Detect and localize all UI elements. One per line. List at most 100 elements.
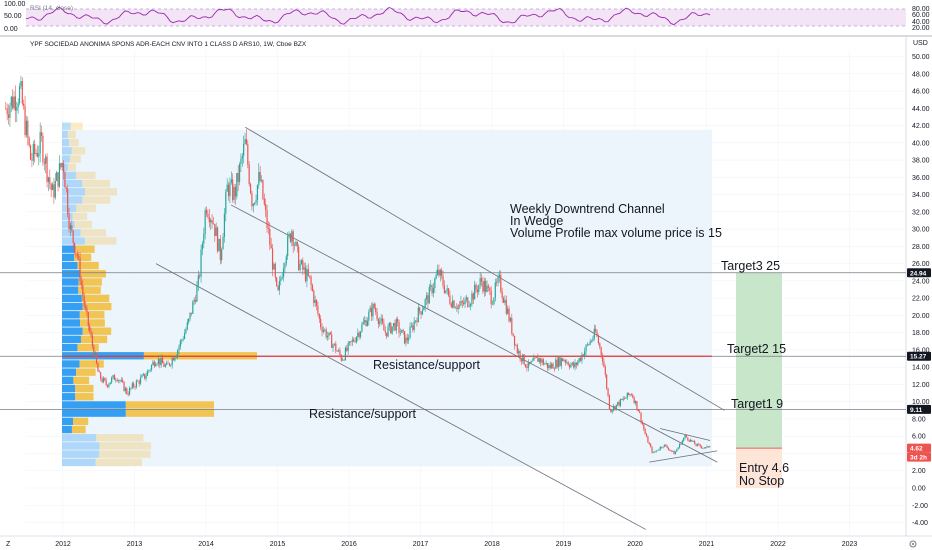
candle-body xyxy=(282,268,285,277)
profile-bar-up xyxy=(62,220,75,229)
profile-bar-down xyxy=(99,442,152,450)
candle-body xyxy=(256,185,259,200)
candle-body xyxy=(640,412,642,422)
candle-body xyxy=(178,346,180,351)
candle-body xyxy=(299,263,301,271)
price-tick-label: 48.00 xyxy=(912,71,930,78)
candle-body xyxy=(35,152,37,154)
candle-body xyxy=(405,337,407,344)
candle-body xyxy=(524,364,527,368)
candle-body xyxy=(568,365,571,368)
candle-body xyxy=(6,108,8,115)
candle-body xyxy=(346,347,348,351)
candle-body xyxy=(142,373,144,376)
candle-body xyxy=(551,363,553,368)
candle-body xyxy=(614,406,616,410)
candle-body xyxy=(126,388,128,394)
candle-body xyxy=(582,354,584,357)
corner-label[interactable]: Z xyxy=(6,541,11,548)
candle-body xyxy=(556,359,558,368)
candle-body xyxy=(54,180,56,198)
candle-body xyxy=(131,383,133,389)
price-tick-label: 14.00 xyxy=(912,365,930,372)
candle-body xyxy=(599,343,601,348)
candle-body xyxy=(115,379,117,381)
candle-body xyxy=(645,434,648,437)
candle-body xyxy=(270,244,272,249)
candle-body xyxy=(342,359,344,361)
profile-bar-up xyxy=(62,196,83,204)
candle-body xyxy=(413,321,415,330)
candle-body xyxy=(419,307,421,312)
candle-body xyxy=(259,171,261,181)
candle-body xyxy=(31,159,33,161)
profile-bar-down xyxy=(71,147,86,155)
candle-body xyxy=(186,322,188,330)
profile-bar-down xyxy=(77,261,99,270)
candle-body xyxy=(148,370,150,372)
settings-gear-icon[interactable] xyxy=(909,540,917,548)
candle-body xyxy=(144,373,146,379)
candle-body xyxy=(611,410,613,412)
candle-body xyxy=(553,368,556,370)
profile-bar-up xyxy=(62,261,78,270)
candle-body xyxy=(410,325,413,327)
candle-body xyxy=(71,225,73,231)
candle-body xyxy=(453,300,455,308)
profile-bar-down xyxy=(77,343,99,352)
candle-body xyxy=(137,380,139,382)
profile-bar-down xyxy=(76,204,96,212)
candle-body xyxy=(480,278,483,282)
candle-body xyxy=(529,362,531,364)
candle-body xyxy=(335,343,337,352)
candle-body xyxy=(623,398,626,399)
candle-body xyxy=(218,238,220,252)
year-tick-label: 2018 xyxy=(484,541,500,548)
candle-body xyxy=(365,320,367,326)
overlay-boxes xyxy=(62,129,782,488)
candle-body xyxy=(293,245,296,246)
price-badge xyxy=(907,351,931,361)
price-tick-label: 10.00 xyxy=(912,399,930,406)
candle-body xyxy=(530,361,532,364)
price-tick-label: 34.00 xyxy=(912,192,930,199)
profile-bar-up xyxy=(62,179,83,188)
candle-body xyxy=(320,318,322,328)
candle-body xyxy=(64,172,66,188)
candle-body xyxy=(168,363,171,366)
candle-body xyxy=(617,402,619,405)
candle-body xyxy=(84,306,87,309)
candle-body xyxy=(663,444,666,447)
candle-body xyxy=(474,284,476,300)
candle-body xyxy=(562,358,564,362)
candle-body xyxy=(226,184,228,192)
price-badge xyxy=(907,443,931,453)
candle-body xyxy=(654,451,656,453)
candle-body xyxy=(563,360,565,362)
candle-body xyxy=(672,450,674,452)
profile-bar-up xyxy=(62,212,73,221)
candle-body xyxy=(469,304,472,307)
candle-body xyxy=(139,377,142,384)
rsi-right-tick-40: 40.00 xyxy=(912,19,930,26)
candle-body xyxy=(340,354,342,361)
candle-body xyxy=(383,323,385,331)
candle-body xyxy=(651,446,653,453)
price-badge-label: 15.27 xyxy=(910,354,927,361)
candle-body xyxy=(699,444,701,447)
candle-body xyxy=(478,285,480,293)
candle-body xyxy=(471,293,473,305)
candle-body xyxy=(171,357,173,366)
candle-body xyxy=(578,358,580,362)
candle-body xyxy=(350,341,352,343)
price-badge xyxy=(907,404,931,414)
rsi-tick-50: 50.00 xyxy=(4,13,22,20)
candle-body xyxy=(515,345,517,346)
candle-body xyxy=(641,421,644,425)
candle-body xyxy=(674,451,677,455)
profile-bar-down xyxy=(125,401,214,409)
candle-body xyxy=(10,96,12,107)
candle-body xyxy=(425,295,428,300)
candle-body xyxy=(390,322,392,334)
